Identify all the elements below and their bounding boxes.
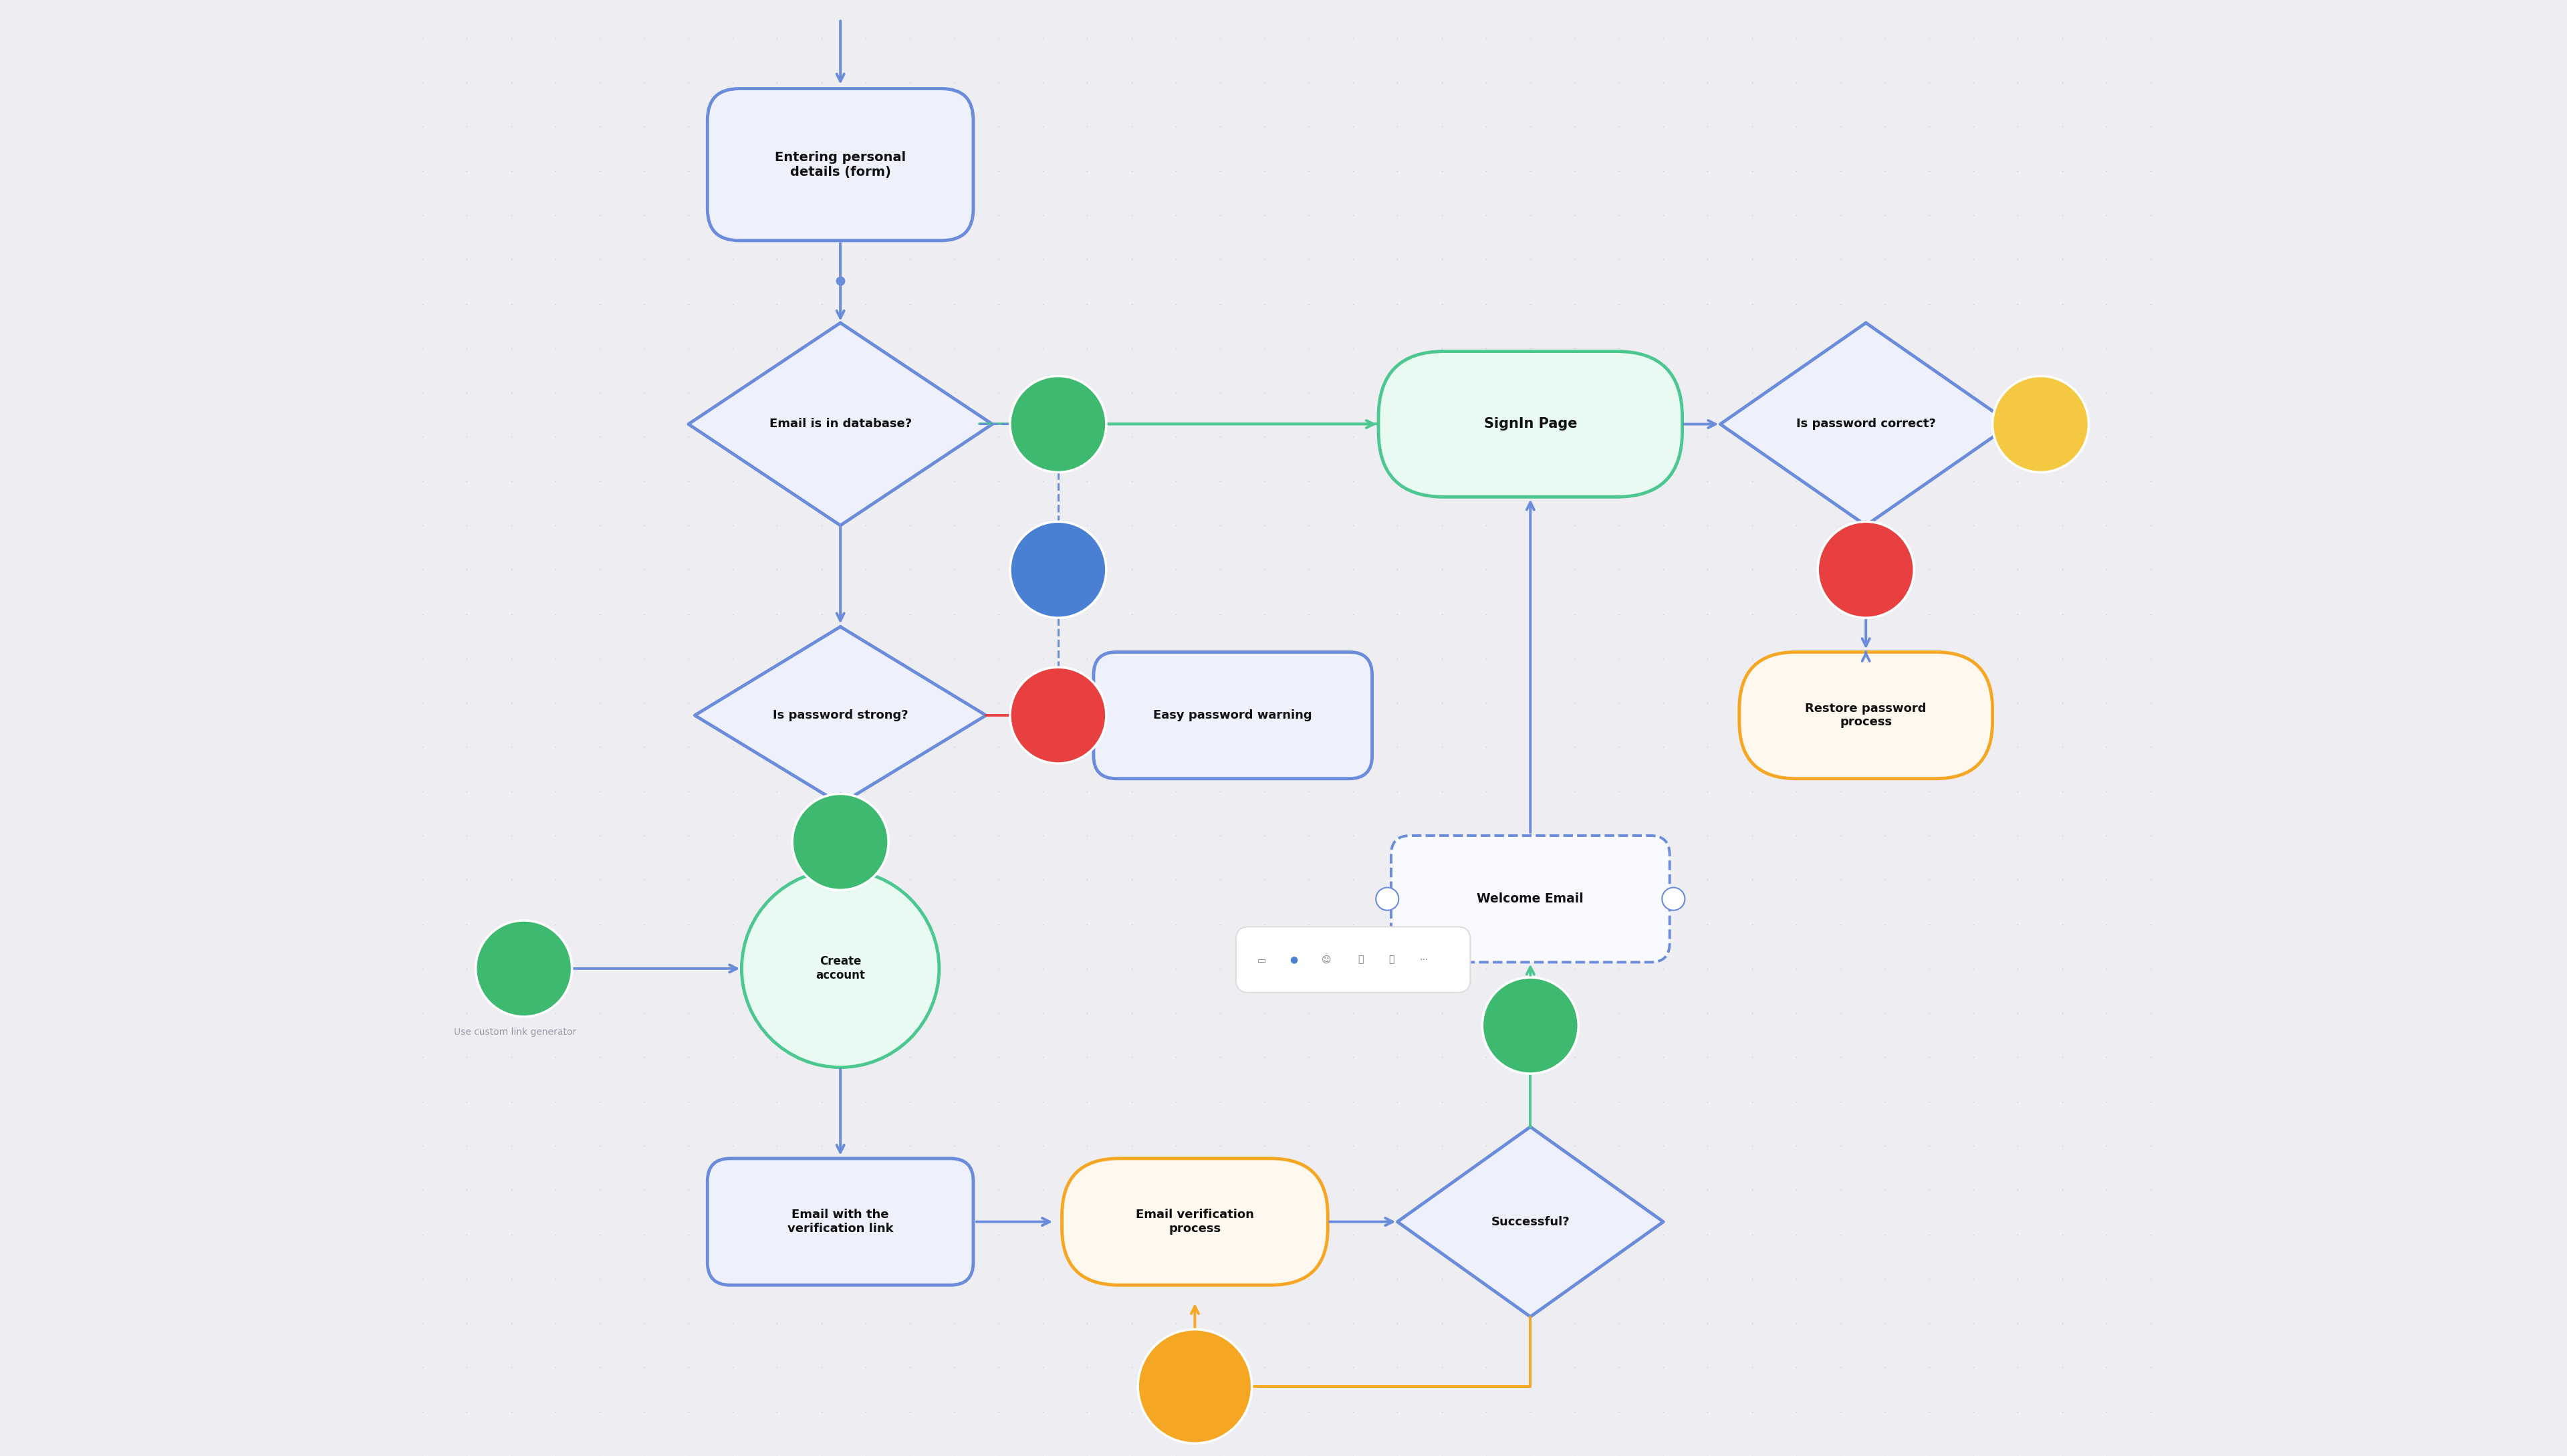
FancyBboxPatch shape xyxy=(1063,1159,1327,1286)
Circle shape xyxy=(1992,376,2090,472)
Text: ●: ● xyxy=(1289,955,1299,964)
Circle shape xyxy=(1481,977,1579,1073)
Text: ⧉: ⧉ xyxy=(1358,955,1363,964)
FancyBboxPatch shape xyxy=(1237,927,1471,993)
Text: ▭: ▭ xyxy=(1258,955,1266,964)
Text: Email with the
verification link: Email with the verification link xyxy=(788,1208,893,1235)
Text: ✓: ✓ xyxy=(1050,416,1065,432)
Text: Is password correct?: Is password correct? xyxy=(1797,418,1936,430)
Text: SignIn Page: SignIn Page xyxy=(1484,418,1576,431)
Text: ✓: ✓ xyxy=(516,961,531,977)
Text: Create
account: Create account xyxy=(816,955,865,981)
Text: 🚫: 🚫 xyxy=(1052,708,1063,724)
Polygon shape xyxy=(1720,323,2013,526)
Circle shape xyxy=(1009,667,1106,763)
FancyBboxPatch shape xyxy=(1391,836,1669,962)
Text: ✓: ✓ xyxy=(1522,1018,1538,1034)
Text: Email is in database?: Email is in database? xyxy=(770,418,911,430)
Circle shape xyxy=(793,794,888,890)
Text: Successful?: Successful? xyxy=(1491,1216,1568,1227)
Text: ✓: ✓ xyxy=(834,834,847,850)
Text: ···: ··· xyxy=(1420,955,1427,964)
FancyBboxPatch shape xyxy=(1740,652,1992,779)
Text: ☺: ☺ xyxy=(1322,955,1332,964)
Circle shape xyxy=(1009,521,1106,617)
FancyBboxPatch shape xyxy=(708,1159,973,1286)
Text: Email verification
process: Email verification process xyxy=(1135,1208,1255,1235)
FancyBboxPatch shape xyxy=(1094,652,1373,779)
Circle shape xyxy=(1137,1329,1253,1443)
Circle shape xyxy=(475,920,572,1016)
Polygon shape xyxy=(1396,1127,1663,1316)
Text: ⬜: ⬜ xyxy=(1389,955,1394,964)
Circle shape xyxy=(742,869,940,1067)
Text: Use custom link generator: Use custom link generator xyxy=(454,1026,578,1037)
Text: 🚫: 🚫 xyxy=(1861,562,1871,578)
Text: Restore password
process: Restore password process xyxy=(1805,702,1928,728)
FancyBboxPatch shape xyxy=(708,89,973,240)
Text: ↻: ↻ xyxy=(1050,561,1065,579)
FancyBboxPatch shape xyxy=(1378,351,1681,496)
Polygon shape xyxy=(688,323,993,526)
Circle shape xyxy=(1817,521,1915,617)
Circle shape xyxy=(1376,888,1399,910)
Polygon shape xyxy=(696,626,986,804)
Text: Easy password warning: Easy password warning xyxy=(1153,709,1312,721)
Text: Welcome Email: Welcome Email xyxy=(1476,893,1584,906)
Text: Entering personal
details (form): Entering personal details (form) xyxy=(775,151,906,178)
Text: !: ! xyxy=(1191,1376,1199,1398)
Text: 😍: 😍 xyxy=(2030,415,2051,434)
Circle shape xyxy=(1009,376,1106,472)
Text: Is password strong?: Is password strong? xyxy=(773,709,909,721)
Circle shape xyxy=(1661,888,1684,910)
